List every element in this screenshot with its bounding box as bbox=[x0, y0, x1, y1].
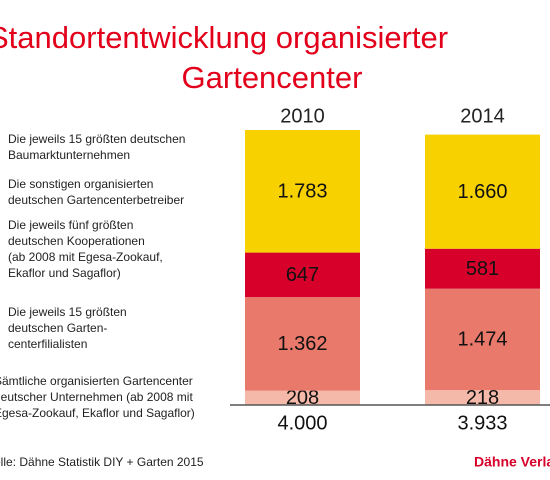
bar-segment bbox=[245, 252, 360, 298]
bar-segment bbox=[245, 297, 360, 391]
value-label: 1.474 bbox=[457, 329, 507, 351]
bar-segment bbox=[425, 390, 540, 405]
legend-label: Die sonstigen organisierten deutschen Gar… bbox=[8, 177, 184, 207]
bar-segment bbox=[245, 390, 360, 405]
bar-segment bbox=[425, 248, 540, 289]
legend-label: Die jeweils 15 größten deutschen Baumarkt… bbox=[8, 132, 185, 162]
legend-label: Sämtliche organisierten Gartencenter deut… bbox=[0, 374, 195, 420]
bar-segment bbox=[425, 288, 540, 391]
value-label: 647 bbox=[286, 264, 319, 286]
value-label: 1.660 bbox=[457, 181, 507, 203]
chart-title: Standortentwicklung organisierter bbox=[0, 20, 448, 55]
x-tick-label: 2014 bbox=[460, 105, 505, 127]
value-label: 218 bbox=[466, 387, 499, 409]
value-label: 581 bbox=[466, 258, 499, 280]
value-label: 1.362 bbox=[277, 333, 327, 355]
bar-segment bbox=[425, 134, 540, 249]
chart-title: Gartencenter bbox=[182, 60, 363, 95]
bar-segment bbox=[245, 130, 360, 253]
legend-label: Die jeweils 15 größten deutschen Garten-c… bbox=[8, 305, 127, 351]
total-label: 4.000 bbox=[277, 412, 327, 434]
value-label: 1.783 bbox=[277, 181, 327, 203]
value-label: 208 bbox=[286, 387, 319, 409]
publisher: Dähne Verlag bbox=[474, 454, 550, 470]
source: Quelle: Dähne Statistik DIY + Garten 201… bbox=[0, 455, 204, 469]
x-tick-label: 2010 bbox=[280, 105, 325, 127]
legend-label: Die jeweils fünf größten deutschen Kooper… bbox=[8, 218, 163, 280]
total-label: 3.933 bbox=[457, 412, 507, 434]
